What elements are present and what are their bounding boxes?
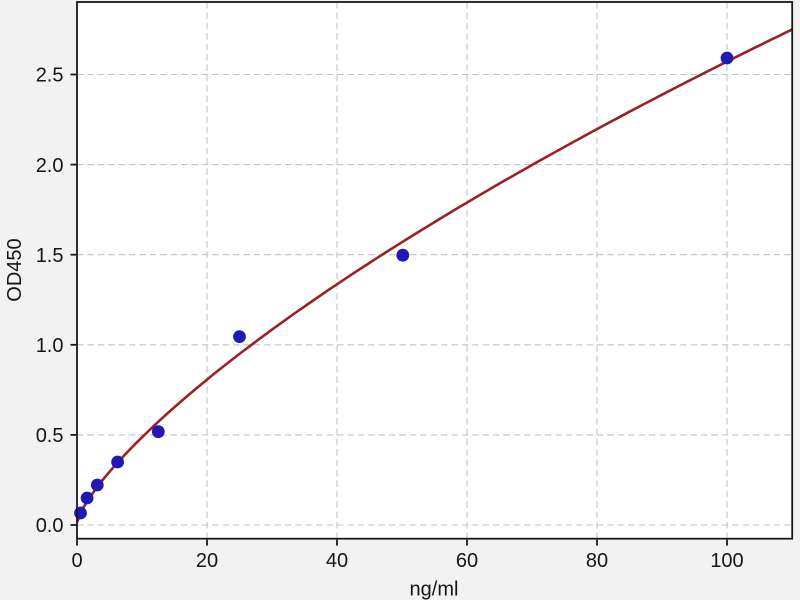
svg-text:0: 0 [71, 550, 82, 572]
svg-text:1.5: 1.5 [36, 245, 64, 267]
svg-text:OD450: OD450 [4, 238, 26, 301]
svg-text:100: 100 [710, 550, 743, 572]
svg-text:0.0: 0.0 [36, 515, 64, 537]
svg-text:80: 80 [586, 550, 608, 572]
svg-text:0.5: 0.5 [36, 425, 64, 447]
svg-text:2.0: 2.0 [36, 155, 64, 177]
svg-text:2.5: 2.5 [36, 65, 64, 87]
svg-text:60: 60 [456, 550, 478, 572]
svg-text:ng/ml: ng/ml [410, 578, 459, 600]
svg-text:40: 40 [326, 550, 348, 572]
svg-text:1.0: 1.0 [36, 335, 64, 357]
svg-text:20: 20 [196, 550, 218, 572]
